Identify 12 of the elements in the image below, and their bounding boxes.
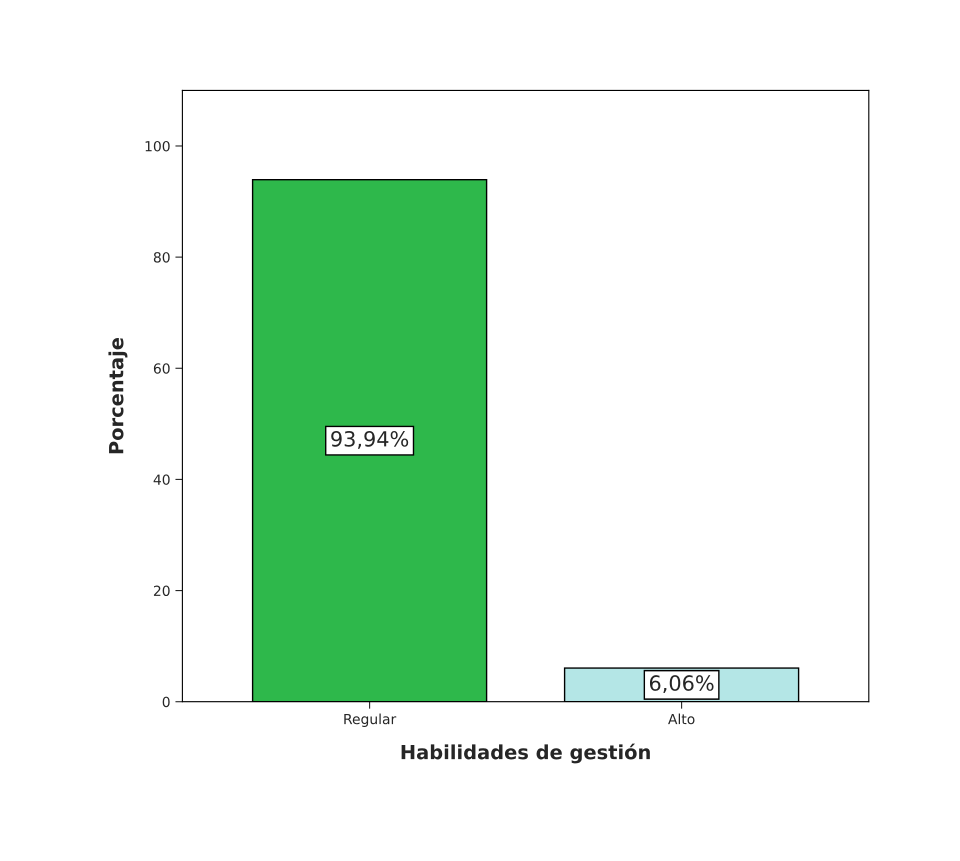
x-tick-label: Alto xyxy=(668,714,694,724)
y-axis-title: Porcentaje xyxy=(108,338,128,454)
y-tick-label: 40 xyxy=(154,474,170,485)
x-axis-title: Habilidades de gestión xyxy=(402,744,650,764)
y-tick-label: 80 xyxy=(154,252,170,263)
y-tick-label: 60 xyxy=(154,363,170,374)
data-label: 6,06% xyxy=(650,675,714,694)
y-tick-label: 20 xyxy=(154,586,170,596)
x-tick-label: Regular xyxy=(344,714,396,727)
data-label: 93,94% xyxy=(331,430,408,449)
y-tick-label: 100 xyxy=(146,140,170,152)
y-tick-label: 0 xyxy=(162,696,170,708)
